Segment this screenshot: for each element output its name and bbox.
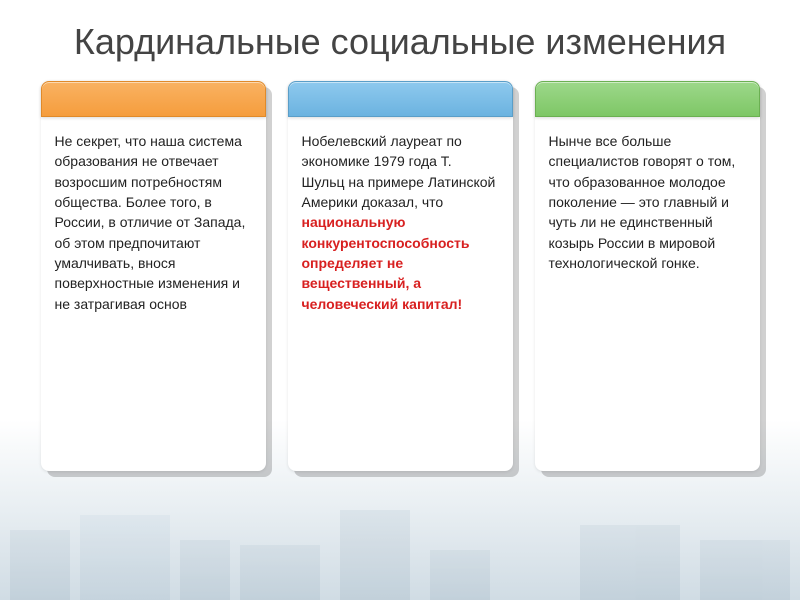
card-tab-green [535, 81, 760, 117]
card-text-pre: Нобелевский лауреат по экономике 1979 го… [302, 133, 496, 210]
card-body-wrap: Нынче все больше специалистов говорят о … [535, 81, 760, 471]
card-body-wrap: Не секрет, что наша система образования … [41, 81, 266, 471]
card-body-wrap: Нобелевский лауреат по экономике 1979 го… [288, 81, 513, 471]
card-tab-blue [288, 81, 513, 117]
card-tab-orange [41, 81, 266, 117]
card-text-highlight: национальную конкурентоспособность опред… [302, 214, 470, 311]
card-text-pre: Не секрет, что наша система образования … [55, 133, 246, 311]
card-2: Нобелевский лауреат по экономике 1979 го… [288, 81, 513, 471]
card-text: Не секрет, что наша система образования … [41, 117, 266, 330]
card-text-pre: Нынче все больше специалистов говорят о … [549, 133, 736, 271]
card-text: Нынче все больше специалистов говорят о … [535, 117, 760, 289]
card-text: Нобелевский лауреат по экономике 1979 го… [288, 117, 513, 330]
card-3: Нынче все больше специалистов говорят о … [535, 81, 760, 471]
slide-title: Кардинальные социальные изменения [0, 0, 800, 81]
card-1: Не секрет, что наша система образования … [41, 81, 266, 471]
background-decoration [0, 480, 800, 600]
cards-row: Не секрет, что наша система образования … [0, 81, 800, 471]
